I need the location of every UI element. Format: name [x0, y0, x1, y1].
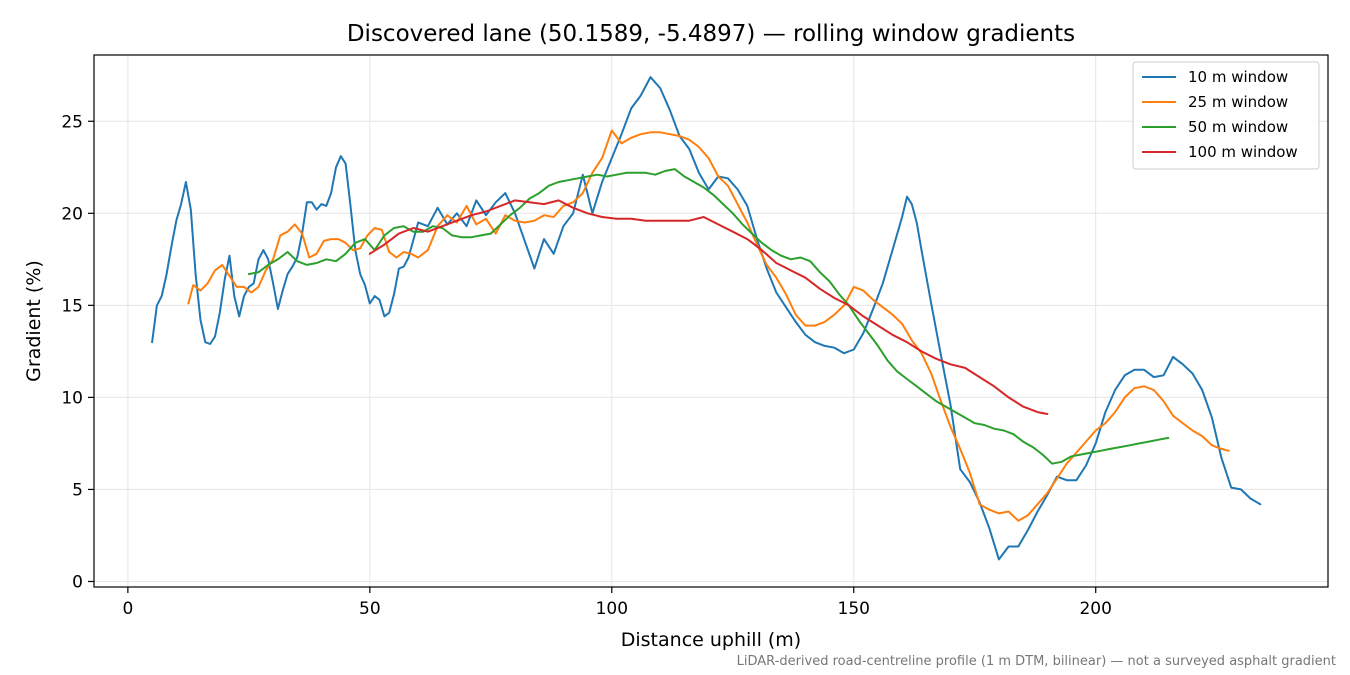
plot-frame	[93, 54, 1329, 588]
chart-title: Discovered lane (50.1589, -5.4897) — rol…	[347, 21, 1075, 47]
x-axis-label: Distance uphill (m)	[621, 629, 801, 651]
x-tick-label: 0	[122, 599, 133, 619]
legend-box	[1132, 61, 1320, 170]
footnote: LiDAR-derived road-centreline profile (1…	[737, 654, 1336, 669]
axis-ticks: 0 50 100 150 200 0 5 10 15 20 25	[61, 112, 1112, 619]
series-line-100-m-window	[368, 199, 1049, 415]
legend-label: 10 m window	[1188, 68, 1288, 86]
y-tick-label: 0	[72, 572, 83, 592]
legend-label: 25 m window	[1188, 93, 1288, 111]
y-tick-label: 25	[61, 112, 83, 132]
y-tick-label: 20	[61, 204, 83, 224]
series-group	[151, 76, 1262, 561]
x-tick-label: 50	[359, 599, 381, 619]
series-line-25-m-window	[187, 129, 1230, 522]
legend: 10 m window 25 m window 50 m window 100 m w…	[1132, 61, 1320, 170]
x-tick-label: 200	[1079, 599, 1111, 619]
y-tick-label: 15	[61, 296, 83, 316]
series-line-10-m-window	[151, 76, 1262, 561]
grid	[94, 55, 1328, 587]
y-tick-label: 10	[61, 388, 83, 408]
series-line-50-m-window	[247, 168, 1170, 465]
y-axis-label: Gradient (%)	[23, 260, 45, 382]
y-tick-label: 5	[72, 480, 83, 500]
legend-label: 100 m window	[1188, 143, 1298, 161]
x-tick-label: 100	[596, 599, 628, 619]
legend-label: 50 m window	[1188, 118, 1288, 136]
x-tick-label: 150	[838, 599, 870, 619]
